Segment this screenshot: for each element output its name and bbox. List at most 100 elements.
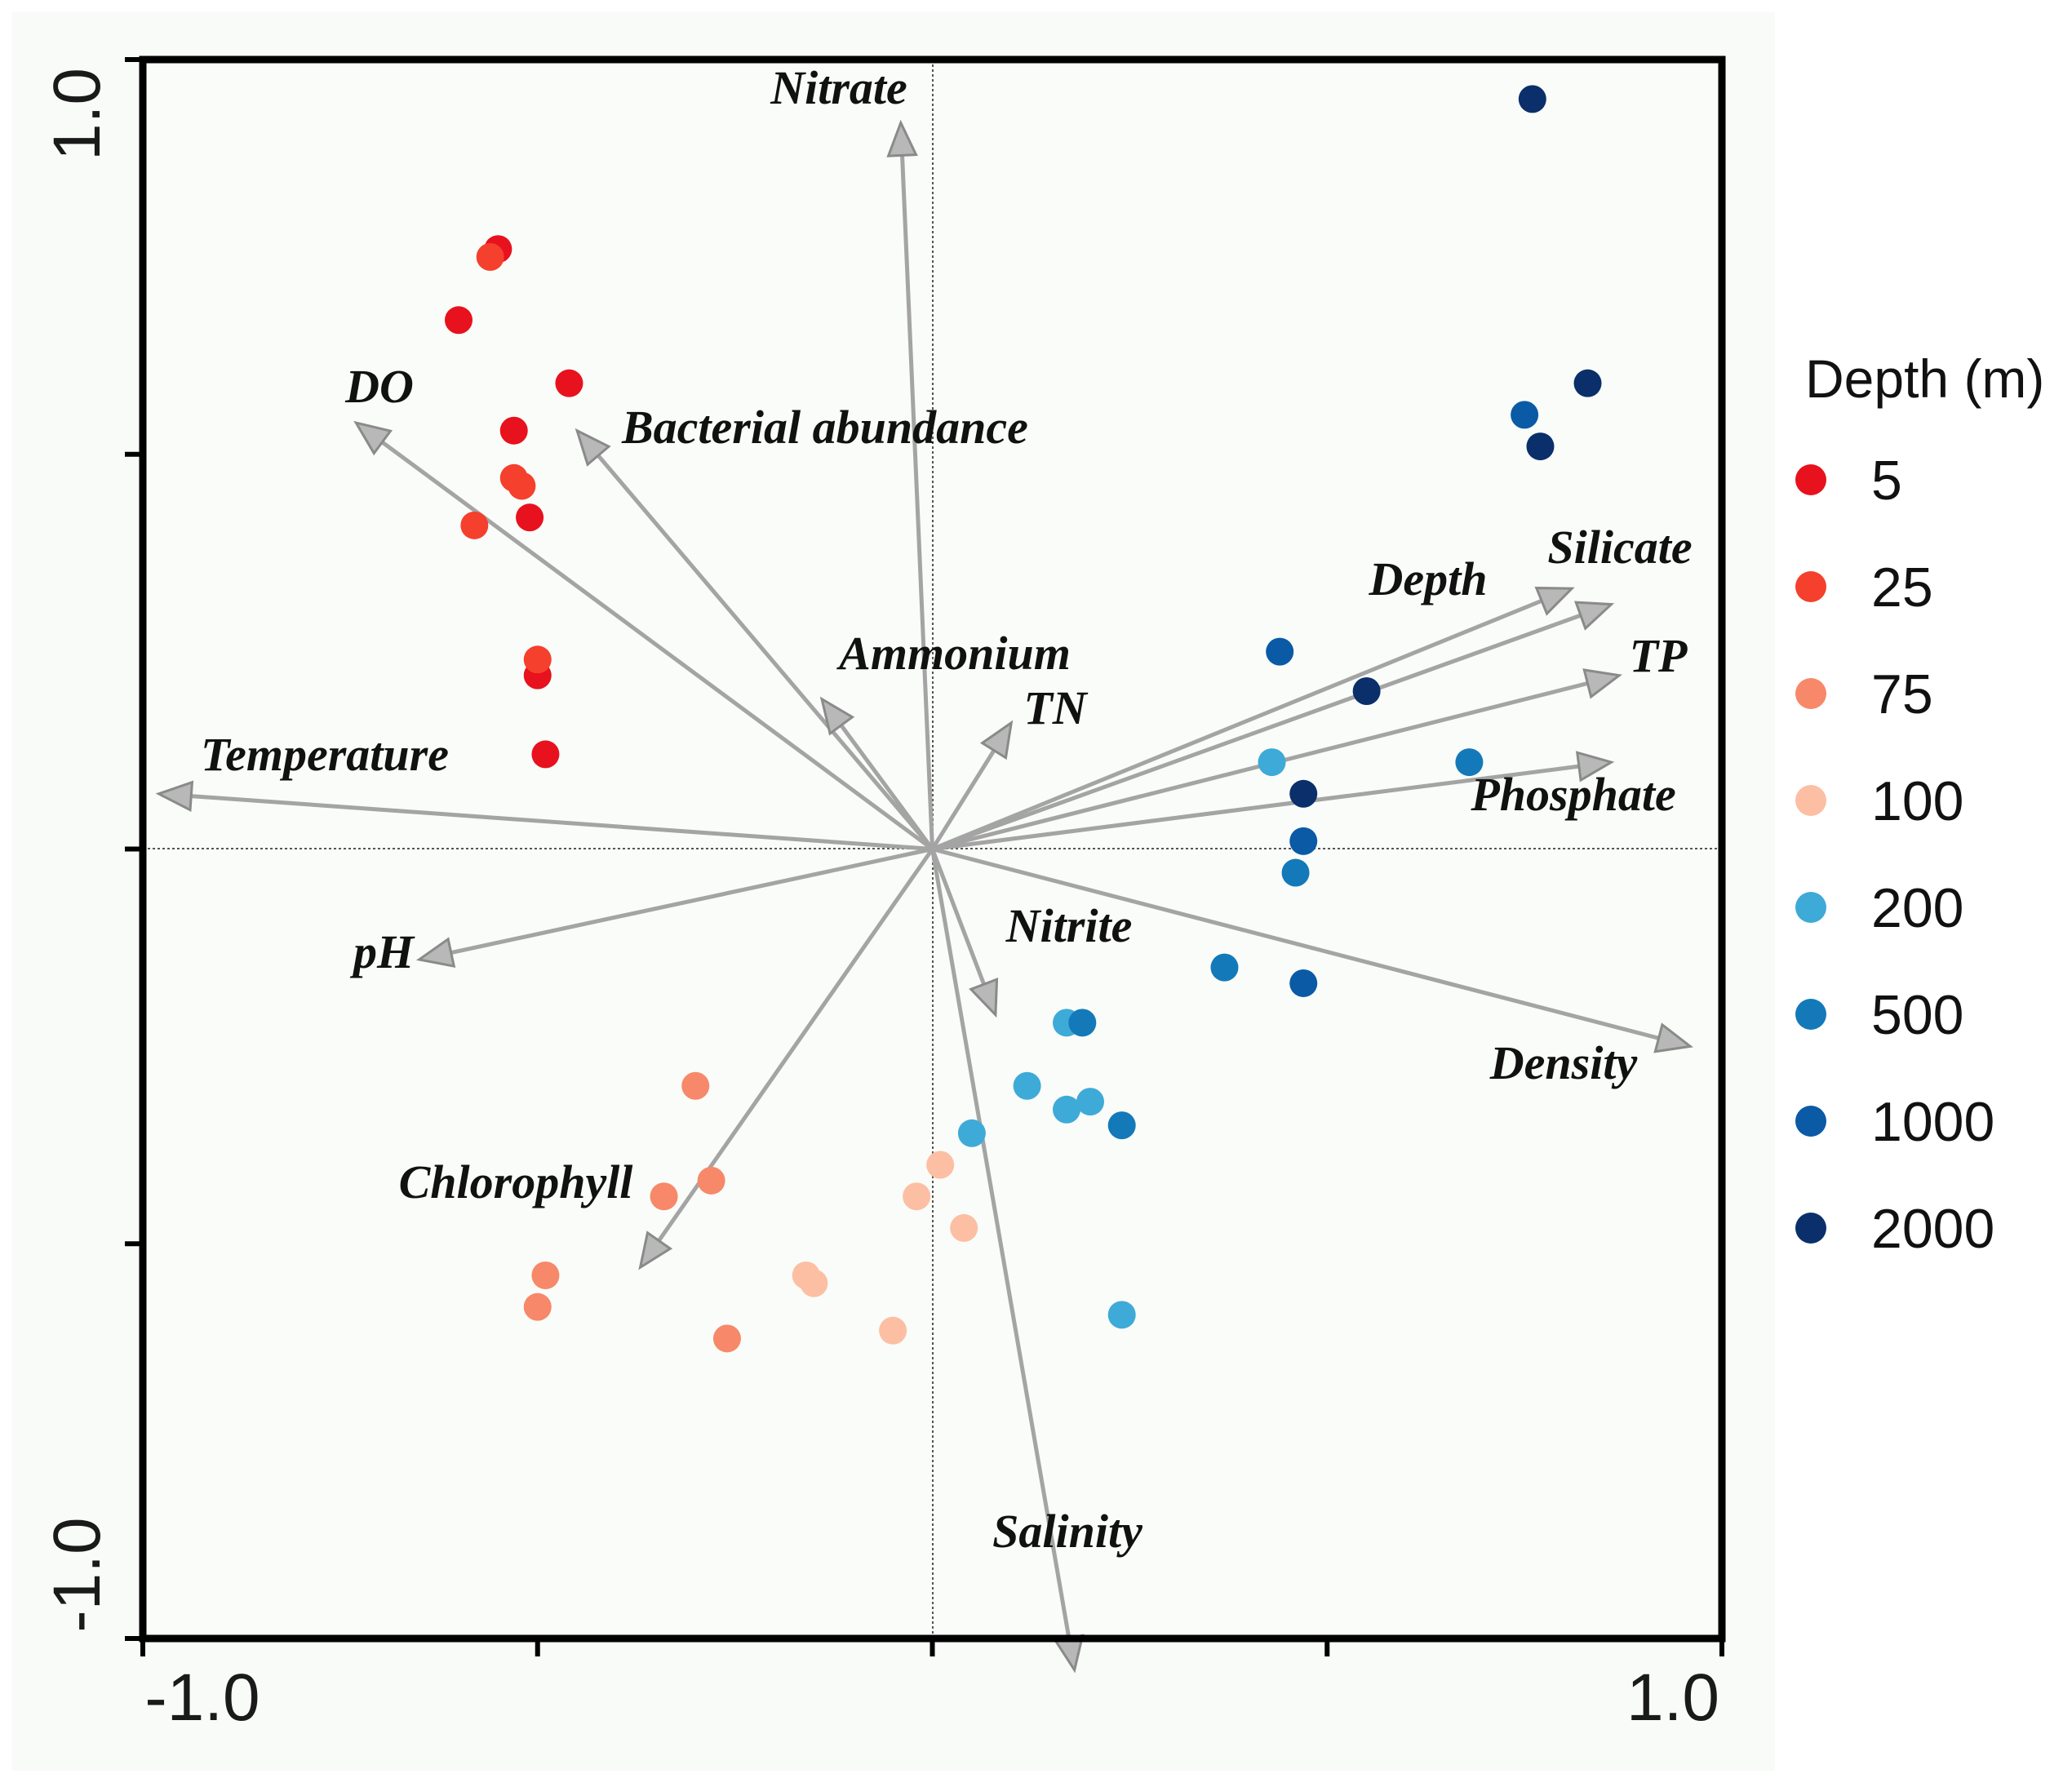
vector-arrowhead-bacterial-abundance (575, 428, 611, 467)
vector-label-ph: pH (349, 925, 415, 978)
point-depth-500-4 (1107, 1111, 1136, 1140)
vector-nitrite (930, 848, 999, 1018)
legend-swatch-25 (1795, 571, 1826, 602)
legend-items: 5 25 75 100 200 500 1000 2000 (1795, 450, 1994, 1260)
point-depth-1000-1 (1266, 637, 1294, 666)
vector-line-temperature (191, 794, 933, 851)
vector-label-temperature: Temperature (201, 728, 449, 781)
vector-label-chlorophyll: Chlorophyll (399, 1155, 634, 1208)
legend-swatch-2000 (1795, 1213, 1826, 1244)
axis-ticks (125, 57, 1724, 1656)
vector-label-ammonium: Ammonium (836, 627, 1071, 680)
point-depth-75-2 (697, 1166, 725, 1195)
point-depth-2000-3 (1352, 677, 1381, 705)
vector-line-depth (931, 599, 1543, 851)
point-depth-100-0 (926, 1151, 955, 1179)
vector-label-tn: TN (1023, 681, 1088, 734)
vector-arrowhead-depth (1534, 587, 1575, 616)
legend-swatch-100 (1795, 785, 1826, 816)
vector-label-phosphate: Phosphate (1470, 768, 1675, 821)
vector-nitrate (886, 119, 934, 849)
vector-line-do (380, 440, 934, 851)
legend-label-1000: 1000 (1871, 1091, 1994, 1153)
point-depth-200-3 (1076, 1088, 1104, 1116)
point-depth-1000-2 (1289, 827, 1318, 855)
point-depth-75-0 (681, 1071, 710, 1100)
vector-temperature (155, 780, 933, 851)
vector-label-nitrate: Nitrate (770, 61, 907, 114)
legend-swatch-75 (1795, 678, 1826, 709)
series-depth-100 (792, 1151, 978, 1345)
legend-label-100: 100 (1871, 770, 1963, 832)
vector-tn (930, 720, 1014, 850)
point-depth-25-2 (508, 472, 536, 500)
vector-silicate (931, 601, 1615, 851)
point-depth-2000-2 (1526, 432, 1555, 461)
point-depth-5-4 (516, 503, 544, 532)
legend-label-5: 5 (1871, 450, 1902, 512)
point-depth-25-0 (476, 242, 504, 271)
vector-arrowhead-phosphate (1575, 751, 1615, 783)
vector-line-density (931, 847, 1660, 1040)
vector-line-silicate (931, 613, 1582, 851)
legend: Depth (m) 5 25 75 100 200 500 1000 2000 (1795, 348, 2044, 1260)
point-depth-75-3 (531, 1261, 560, 1289)
point-depth-5-2 (499, 416, 528, 445)
legend-swatch-1000 (1795, 1106, 1826, 1137)
point-depth-1000-0 (1511, 401, 1539, 429)
vector-label-density: Density (1489, 1036, 1638, 1089)
legend-swatch-5 (1795, 464, 1826, 495)
point-depth-200-6 (1258, 748, 1286, 777)
vector-line-bacterial-abundance (597, 454, 934, 851)
series-depth-2000 (1289, 85, 1602, 808)
point-depth-1000-3 (1289, 969, 1318, 997)
vector-phosphate (932, 751, 1615, 851)
point-depth-200-4 (957, 1119, 986, 1147)
point-depth-5-6 (531, 740, 560, 769)
vector-arrowhead-temperature (155, 780, 194, 812)
point-depth-5-1 (445, 306, 473, 335)
environmental-vectors (155, 119, 1694, 1674)
vector-arrowhead-ph (415, 937, 456, 969)
x-tick-label-max: 1.0 (1626, 1661, 1719, 1735)
point-depth-200-5 (1107, 1301, 1136, 1329)
vector-depth (931, 587, 1575, 851)
vector-line-nitrite (930, 848, 986, 986)
sample-points (445, 85, 1602, 1353)
vector-do (353, 420, 934, 851)
vector-arrowhead-ammonium (819, 696, 855, 736)
vector-arrowhead-nitrite (969, 978, 999, 1018)
vector-arrowhead-chlorophyll (638, 1231, 673, 1270)
point-depth-2000-1 (1573, 369, 1602, 397)
point-depth-2000-4 (1289, 779, 1318, 808)
vector-label-silicate: Silicate (1547, 521, 1692, 574)
y-tick-label-max: 1.0 (40, 68, 114, 161)
x-tick-label-min: -1.0 (144, 1661, 260, 1735)
vector-arrowhead-tp (1582, 668, 1622, 699)
point-depth-200-1 (1013, 1071, 1041, 1100)
legend-label-2000: 2000 (1871, 1198, 1994, 1260)
vector-label-salinity: Salinity (992, 1505, 1142, 1558)
legend-label-200: 200 (1871, 877, 1963, 939)
vector-arrowhead-density (1653, 1022, 1694, 1053)
point-depth-5-3 (555, 369, 583, 397)
point-depth-75-4 (523, 1293, 552, 1321)
series-depth-75 (523, 1071, 741, 1353)
y-tick-label-min: -1.0 (40, 1517, 114, 1632)
legend-title: Depth (m) (1805, 348, 2044, 409)
legend-label-500: 500 (1871, 984, 1963, 1046)
point-depth-500-3 (1068, 1009, 1097, 1037)
point-depth-100-4 (800, 1269, 828, 1297)
legend-label-25: 25 (1871, 556, 1933, 619)
point-depth-100-2 (950, 1213, 978, 1242)
point-depth-500-2 (1210, 953, 1239, 982)
vector-arrowhead-do (353, 420, 393, 456)
vector-ph (415, 847, 934, 969)
point-depth-75-1 (650, 1182, 678, 1211)
point-depth-100-1 (903, 1182, 931, 1211)
legend-swatch-200 (1795, 892, 1826, 923)
point-depth-100-5 (879, 1316, 907, 1345)
series-depth-25 (460, 242, 552, 674)
